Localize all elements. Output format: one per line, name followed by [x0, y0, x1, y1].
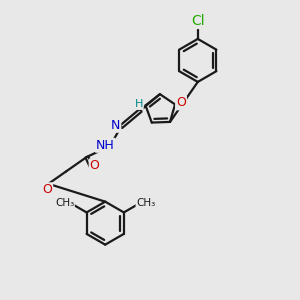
Text: NH: NH — [96, 139, 115, 152]
Text: H: H — [134, 99, 143, 109]
Text: Cl: Cl — [191, 14, 205, 28]
Text: CH₃: CH₃ — [136, 198, 155, 208]
Text: CH₃: CH₃ — [55, 198, 74, 208]
Text: O: O — [90, 159, 100, 172]
Text: O: O — [42, 183, 52, 196]
Text: O: O — [176, 96, 186, 110]
Text: N: N — [111, 119, 120, 132]
